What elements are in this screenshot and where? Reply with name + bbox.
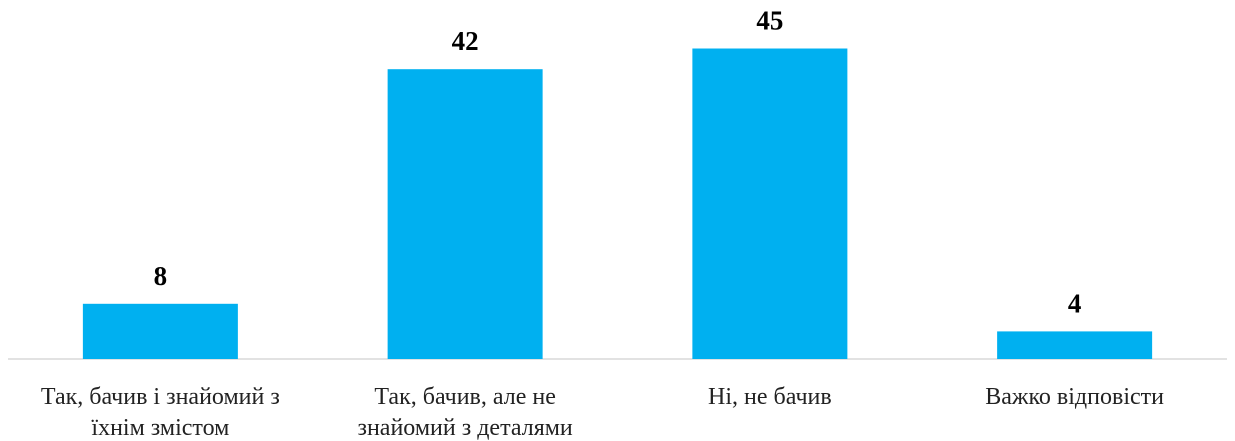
- value-label-1: 8: [154, 261, 168, 291]
- category-label-4-line-1: Важко відповісти: [985, 384, 1164, 410]
- category-label-2-line-1: Так, бачив, але не: [374, 384, 556, 410]
- bars-group: [82, 48, 1153, 359]
- value-labels-group: 8 42 45 4: [154, 6, 1082, 319]
- value-label-3: 45: [756, 6, 783, 36]
- category-labels-group: Так, бачив і знайомий з їхнім змістомТак,…: [41, 384, 1164, 441]
- value-label-4: 4: [1068, 288, 1082, 318]
- value-label-2: 42: [452, 26, 479, 56]
- bar-2: [387, 69, 543, 359]
- category-label-1: Так, бачив і знайомий з їхнім змістом: [41, 384, 280, 441]
- category-label-2-line-2: знайомий з деталями: [357, 415, 572, 441]
- category-label-3: Ні, не бачив: [708, 384, 832, 410]
- bar-1: [82, 303, 238, 359]
- category-label-2: Так, бачив, але не знайомий з деталями: [357, 384, 572, 441]
- bar-3: [692, 48, 848, 359]
- category-label-1-line-1: Так, бачив і знайомий з: [41, 384, 280, 410]
- category-label-3-line-1: Ні, не бачив: [708, 384, 832, 410]
- category-label-1-line-2: їхнім змістом: [91, 415, 229, 441]
- category-label-4: Важко відповісти: [985, 384, 1164, 410]
- bar-4: [997, 331, 1153, 359]
